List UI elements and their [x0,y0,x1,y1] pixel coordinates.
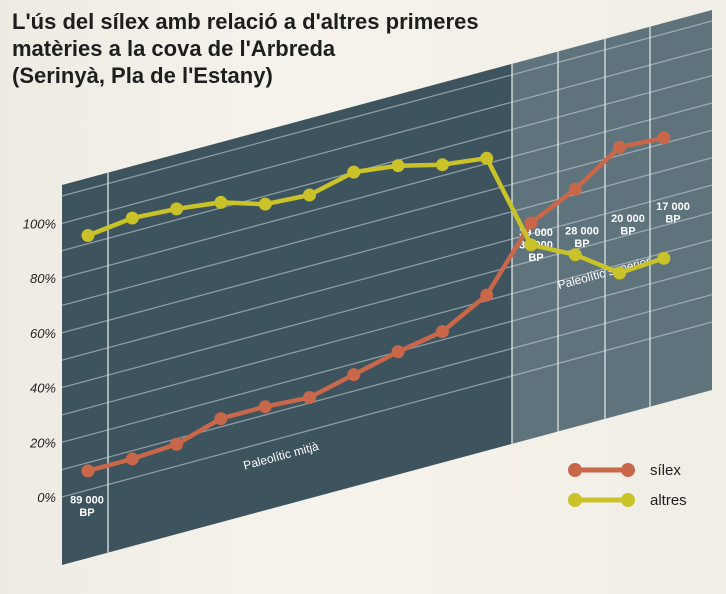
series-line [85,155,667,276]
data-point [258,197,272,211]
data-point [258,400,272,414]
data-point [524,238,538,252]
date-label-text: BP [79,507,94,519]
data-point [347,165,361,179]
date-label-text: BP [528,252,543,264]
legend: sílex altres [568,462,687,509]
data-point [657,251,671,265]
y-tick-label: 20% [29,435,56,450]
data-point [524,216,538,230]
y-axis-ticks: 0% 20% 40% 60% 80% 100% [23,216,56,505]
data-point [613,266,627,280]
gridline-horizontal [61,20,713,197]
data-point [170,202,184,216]
y-tick-label: 40% [30,381,56,396]
gridline-horizontal [61,75,713,252]
gridline-horizontal [61,102,713,279]
date-label-text: BP [620,226,635,238]
data-point [568,248,582,262]
gridline-horizontal [61,157,713,334]
data-point [568,182,582,196]
title-line-3: (Serinyà, Pla de l'Estany) [12,63,273,88]
date-label-text: 89 000 [70,495,104,507]
data-point [214,195,228,209]
y-tick-label: 0% [37,490,56,505]
series-sílex [81,131,671,478]
legend-label: altres [650,492,687,509]
data-point [657,131,671,145]
legend-swatch-dot [568,493,582,507]
data-point [347,368,361,382]
data-point [125,211,139,225]
chart-bands [62,10,712,565]
y-tick-label: 100% [23,216,56,231]
chart-title: L'ús del sílex amb relació a d'altres pr… [12,8,572,89]
data-series [81,131,671,478]
data-point [391,159,405,173]
date-label-text: BP [665,214,680,226]
data-point [170,437,184,451]
y-tick-label: 60% [30,326,56,341]
gridline-horizontal [61,47,713,224]
gridline-horizontal [61,184,713,361]
data-point [480,151,494,165]
title-line-2: matèries a la cova de l'Arbreda [12,36,336,61]
data-point [391,345,405,359]
data-point [303,188,316,202]
legend-label: sílex [650,462,681,479]
date-label-text: 28 000 [565,226,599,238]
data-point [435,325,449,339]
date-label-text: 17 000 [656,201,690,213]
gridline-horizontal [61,266,713,443]
legend-swatch-dot [568,463,582,477]
gridline-horizontal [61,294,713,471]
series-altres [81,151,671,280]
gridline-horizontal [61,211,713,389]
data-point [125,452,139,466]
data-point [81,228,95,242]
gridline-horizontal [61,321,713,498]
date-label-text: 20 000 [611,213,645,225]
legend-swatch-dot [621,463,635,477]
y-tick-label: 80% [30,271,56,286]
data-point [214,412,228,426]
legend-item: sílex [568,462,681,479]
legend-item: altres [568,492,687,509]
title-line-1: L'ús del sílex amb relació a d'altres pr… [12,9,479,34]
date-label-text: BP [574,238,589,250]
legend-swatch-dot [621,493,635,507]
data-point [435,158,449,172]
data-point [81,464,95,478]
data-point [613,140,627,154]
data-point [480,288,494,302]
gridline-horizontal [61,239,713,416]
series-line [85,135,667,474]
data-point [303,391,316,405]
